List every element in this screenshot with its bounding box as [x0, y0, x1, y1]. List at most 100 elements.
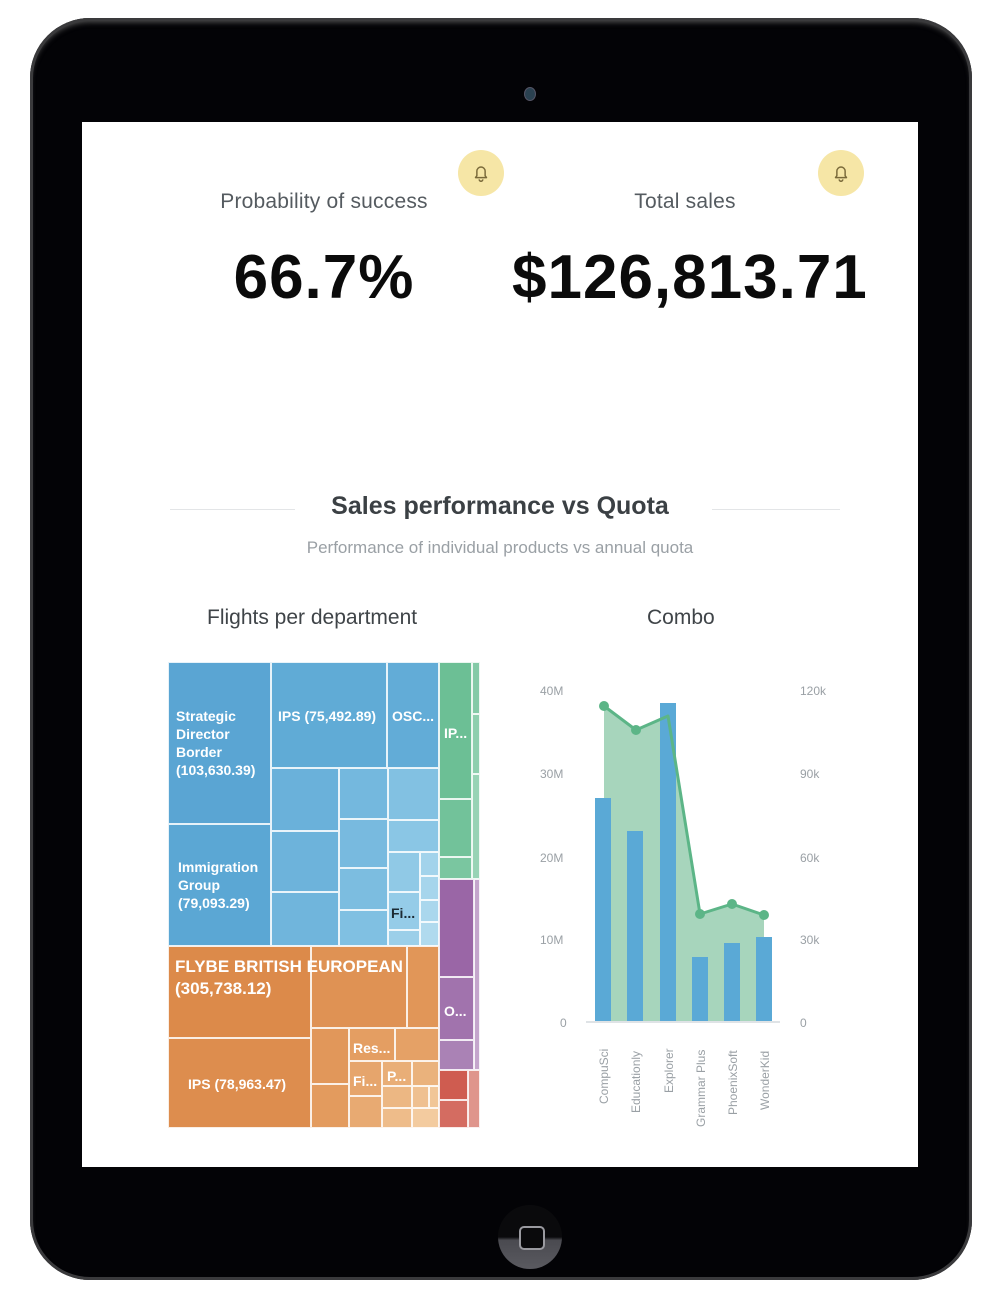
- treemap-cell[interactable]: [349, 1096, 382, 1128]
- treemap-cell-fi-orange[interactable]: [349, 1061, 382, 1096]
- treemap-label-p: P...: [387, 1068, 407, 1084]
- y-right-tick: 90k: [800, 767, 820, 781]
- treemap-cell-fi-blue[interactable]: [388, 892, 420, 930]
- treemap-cell-res[interactable]: [349, 1028, 395, 1061]
- treemap-cell[interactable]: [474, 879, 480, 1070]
- kpi-probability: Probability of success 66.7%: [182, 190, 466, 313]
- treemap-cell[interactable]: [468, 1070, 480, 1128]
- treemap-cell[interactable]: [472, 662, 480, 714]
- treemap-label-ip-green: IP...: [444, 725, 468, 741]
- line-point[interactable]: [727, 899, 737, 909]
- treemap-cell[interactable]: [388, 852, 420, 892]
- treemap-cell[interactable]: [339, 910, 388, 946]
- treemap-cell-osc[interactable]: [387, 662, 439, 768]
- divider-left: [170, 509, 295, 510]
- treemap-cell[interactable]: [439, 799, 472, 857]
- line-point[interactable]: [631, 725, 641, 735]
- x-label: PhoenixSoft: [726, 1050, 740, 1115]
- treemap-cell[interactable]: [407, 946, 439, 1028]
- treemap-cell[interactable]: [311, 1084, 349, 1128]
- treemap-cell-immigration[interactable]: [168, 824, 271, 946]
- x-label: Grammar Plus: [694, 1049, 708, 1127]
- treemap-cell[interactable]: [472, 774, 480, 879]
- treemap-label-strategic: Strategic Director Border (103,630.39): [176, 708, 256, 778]
- treemap-cell[interactable]: [412, 1086, 429, 1108]
- y-left-tick: 10M: [540, 933, 564, 947]
- treemap-cell[interactable]: [439, 857, 472, 879]
- treemap-label-res: Res...: [353, 1040, 391, 1056]
- treemap-cell-ip-green[interactable]: [439, 662, 472, 799]
- treemap-cell[interactable]: [382, 1108, 412, 1128]
- treemap-cell[interactable]: [472, 714, 480, 774]
- line-point[interactable]: [599, 701, 609, 711]
- treemap-label-fi-blue: Fi...: [391, 905, 416, 921]
- camera-icon: [524, 87, 536, 101]
- section-subtitle: Performance of individual products vs an…: [306, 538, 694, 557]
- treemap-cell[interactable]: [420, 852, 439, 876]
- treemap-cell[interactable]: [412, 1108, 439, 1128]
- treemap-cell[interactable]: [311, 946, 407, 1028]
- y-left-tick: 0: [560, 1016, 567, 1030]
- treemap-cell-flybe[interactable]: [168, 946, 311, 1038]
- treemap-cell[interactable]: [439, 1040, 474, 1070]
- bar-phoenixsoft[interactable]: [724, 943, 740, 1022]
- bar-explorer[interactable]: [660, 703, 676, 1022]
- combo-title: Combo: [647, 606, 715, 629]
- treemap-cell[interactable]: [420, 922, 439, 946]
- treemap-cell-strategic[interactable]: [168, 662, 271, 824]
- treemap-cell[interactable]: [388, 820, 439, 852]
- treemap-cell-p[interactable]: [382, 1061, 412, 1086]
- treemap-cell[interactable]: [395, 1028, 439, 1061]
- treemap-chart[interactable]: Strategic Director Border (103,630.39) IPS …: [168, 662, 480, 1128]
- treemap-cell[interactable]: [382, 1086, 412, 1108]
- treemap-cell-o-purple[interactable]: [439, 977, 474, 1040]
- treemap-cell[interactable]: [420, 876, 439, 900]
- y-right-tick: 30k: [800, 933, 820, 947]
- x-label: CompuSci: [597, 1048, 611, 1104]
- treemap-cell-ips-blue[interactable]: [271, 662, 387, 768]
- treemap-cell-ips-orange[interactable]: [168, 1038, 311, 1128]
- treemap-cell[interactable]: [388, 930, 420, 946]
- treemap-label-ips-orange: IPS (78,963.47): [188, 1076, 287, 1092]
- treemap-cell[interactable]: [339, 768, 388, 819]
- treemap-cell[interactable]: [412, 1061, 439, 1086]
- dashboard-screen: Probability of success 66.7% Total sales…: [82, 122, 918, 1167]
- kpi-label: Total sales: [634, 190, 736, 213]
- treemap-label-osc: OSC...: [392, 708, 435, 724]
- treemap-cell[interactable]: [311, 1028, 349, 1084]
- y-right-tick: 120k: [800, 684, 827, 698]
- combo-plot: [586, 701, 780, 1023]
- home-button[interactable]: [498, 1205, 562, 1269]
- kpi-value: $126,813.71: [512, 243, 868, 312]
- bar-wonderkid[interactable]: [756, 937, 772, 1022]
- treemap-cell[interactable]: [271, 831, 339, 892]
- treemap-cell[interactable]: [439, 879, 474, 977]
- bar-compusci[interactable]: [595, 798, 611, 1022]
- treemap-cell[interactable]: [439, 1100, 468, 1128]
- treemap-label-ips-blue: IPS (75,492.89): [278, 708, 377, 724]
- y-right-tick: 60k: [800, 851, 820, 865]
- x-label: WonderKid: [758, 1050, 772, 1110]
- treemap-cell[interactable]: [429, 1086, 439, 1108]
- treemap-cell[interactable]: [388, 768, 439, 820]
- treemap-cell[interactable]: [339, 819, 388, 868]
- treemap-label-flybe: FLYBE BRITISH EUROPEAN (305,738.12): [175, 957, 403, 998]
- line-point[interactable]: [759, 910, 769, 920]
- bar-educationly[interactable]: [627, 831, 643, 1022]
- treemap-cell[interactable]: [339, 868, 388, 910]
- kpi-label: Probability of success: [220, 190, 428, 213]
- treemap-cell[interactable]: [439, 1070, 468, 1100]
- alert-bell-button-probability[interactable]: [458, 150, 504, 196]
- bar-grammar-plus[interactable]: [692, 957, 708, 1022]
- alert-bell-button-total-sales[interactable]: [818, 150, 864, 196]
- divider-right: [712, 509, 840, 510]
- section-title: Sales performance vs Quota: [331, 492, 669, 520]
- x-label: Educationly: [629, 1050, 643, 1113]
- treemap-cell[interactable]: [271, 892, 339, 946]
- line-point[interactable]: [695, 909, 705, 919]
- combo-chart[interactable]: 40M 30M 20M 10M 0 120k 90k 60k 30k 0: [522, 672, 902, 1152]
- bell-icon: [834, 166, 848, 182]
- treemap-cell[interactable]: [271, 768, 339, 831]
- x-label: Explorer: [662, 1048, 676, 1093]
- treemap-cell[interactable]: [420, 900, 439, 922]
